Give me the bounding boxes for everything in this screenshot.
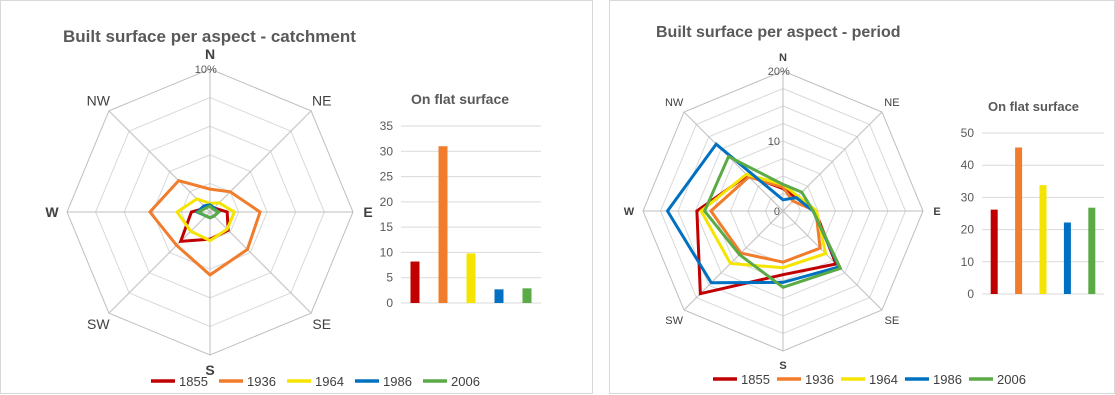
bar-1936 <box>438 146 448 303</box>
panel-gap <box>593 0 609 394</box>
legend-label-1964: 1964 <box>869 372 898 387</box>
radar-tick-label: 20 <box>768 66 780 78</box>
bar-tick-label: 25 <box>380 170 394 184</box>
direction-label-ne: NE <box>312 92 331 108</box>
direction-label-s: S <box>205 362 214 378</box>
legend-label-1936: 1936 <box>247 374 276 389</box>
direction-label-e: E <box>363 204 372 220</box>
legend-label-1855: 1855 <box>741 372 770 387</box>
series-line-1964 <box>174 197 237 243</box>
radar-tick-label: 10 <box>195 64 207 76</box>
radar-tick-label: 0 <box>774 206 780 218</box>
bar-tick-label: 50 <box>961 126 975 140</box>
bar-tick-label: 30 <box>961 190 975 204</box>
direction-label-s: S <box>779 360 786 372</box>
grid-spoke <box>108 211 211 314</box>
legend-label-1855: 1855 <box>179 374 208 389</box>
bar-tick-label: 15 <box>380 220 394 234</box>
bar-tick-label: 20 <box>380 195 394 209</box>
direction-label-n: N <box>779 52 787 64</box>
bar-tick-label: 0 <box>967 287 974 301</box>
radar-title: Built surface per aspect - period <box>656 24 901 41</box>
legend-label-1986: 1986 <box>933 372 962 387</box>
series-line-1936 <box>147 178 262 277</box>
series-line-1986 <box>665 142 842 285</box>
series-line-1936 <box>708 175 822 264</box>
direction-label-e: E <box>933 206 940 218</box>
bar-2006 <box>522 288 532 303</box>
radar-unit-label: % <box>780 66 790 78</box>
bar-title: On flat surface <box>411 91 509 107</box>
series-line-2006 <box>195 204 222 220</box>
bar-2006 <box>1088 207 1096 294</box>
direction-label-se: SE <box>885 315 900 327</box>
bar-1936 <box>1015 147 1023 294</box>
chart-panel-period: Built surface per aspect - period N NE E SE S… <box>609 0 1115 394</box>
legend-label-1986: 1986 <box>383 374 412 389</box>
bar-1964 <box>466 253 476 303</box>
legend-label-1964: 1964 <box>315 374 344 389</box>
chart-period-svg: Built surface per aspect - period N NE E SE S… <box>624 24 1104 387</box>
bar-tick-label: 20 <box>961 223 975 237</box>
legend-label-1936: 1936 <box>805 372 834 387</box>
direction-label-w: W <box>45 204 59 220</box>
radar-tick-label: 10 <box>768 136 780 148</box>
direction-label-se: SE <box>312 316 331 332</box>
grid-spoke <box>683 111 784 212</box>
bar-tick-label: 35 <box>380 119 394 133</box>
bar-tick-label: 5 <box>386 271 393 285</box>
chart-panel-catchment: Built surface per aspect - catchment N NE E… <box>0 0 593 394</box>
legend-label-2006: 2006 <box>451 374 480 389</box>
direction-label-ne: NE <box>884 97 899 109</box>
radar-unit-label: % <box>207 64 217 76</box>
bar-title: On flat surface <box>988 99 1079 114</box>
grid-spoke <box>209 110 312 213</box>
bar-1855 <box>410 261 420 303</box>
bar-1855 <box>990 209 998 294</box>
direction-label-nw: NW <box>665 97 684 109</box>
bar-1964 <box>1039 185 1047 294</box>
direction-label-sw: SW <box>665 315 683 327</box>
direction-label-n: N <box>205 46 215 62</box>
bar-tick-label: 40 <box>961 158 975 172</box>
direction-label-sw: SW <box>87 316 110 332</box>
grid-spoke <box>782 210 883 311</box>
bar-1986 <box>1063 222 1071 294</box>
grid-spoke <box>108 110 211 213</box>
series-line-2006 <box>702 154 843 289</box>
bar-1986 <box>494 289 504 303</box>
legend-label-2006: 2006 <box>997 372 1026 387</box>
radar-title: Built surface per aspect - catchment <box>63 27 356 46</box>
direction-label-w: W <box>624 206 635 218</box>
direction-label-nw: NW <box>87 92 111 108</box>
series-line-1964 <box>699 172 828 270</box>
bar-tick-label: 10 <box>961 255 975 269</box>
bar-tick-label: 0 <box>386 296 393 310</box>
grid-spoke <box>782 111 883 212</box>
bar-tick-label: 30 <box>380 144 394 158</box>
bar-tick-label: 10 <box>380 245 394 259</box>
